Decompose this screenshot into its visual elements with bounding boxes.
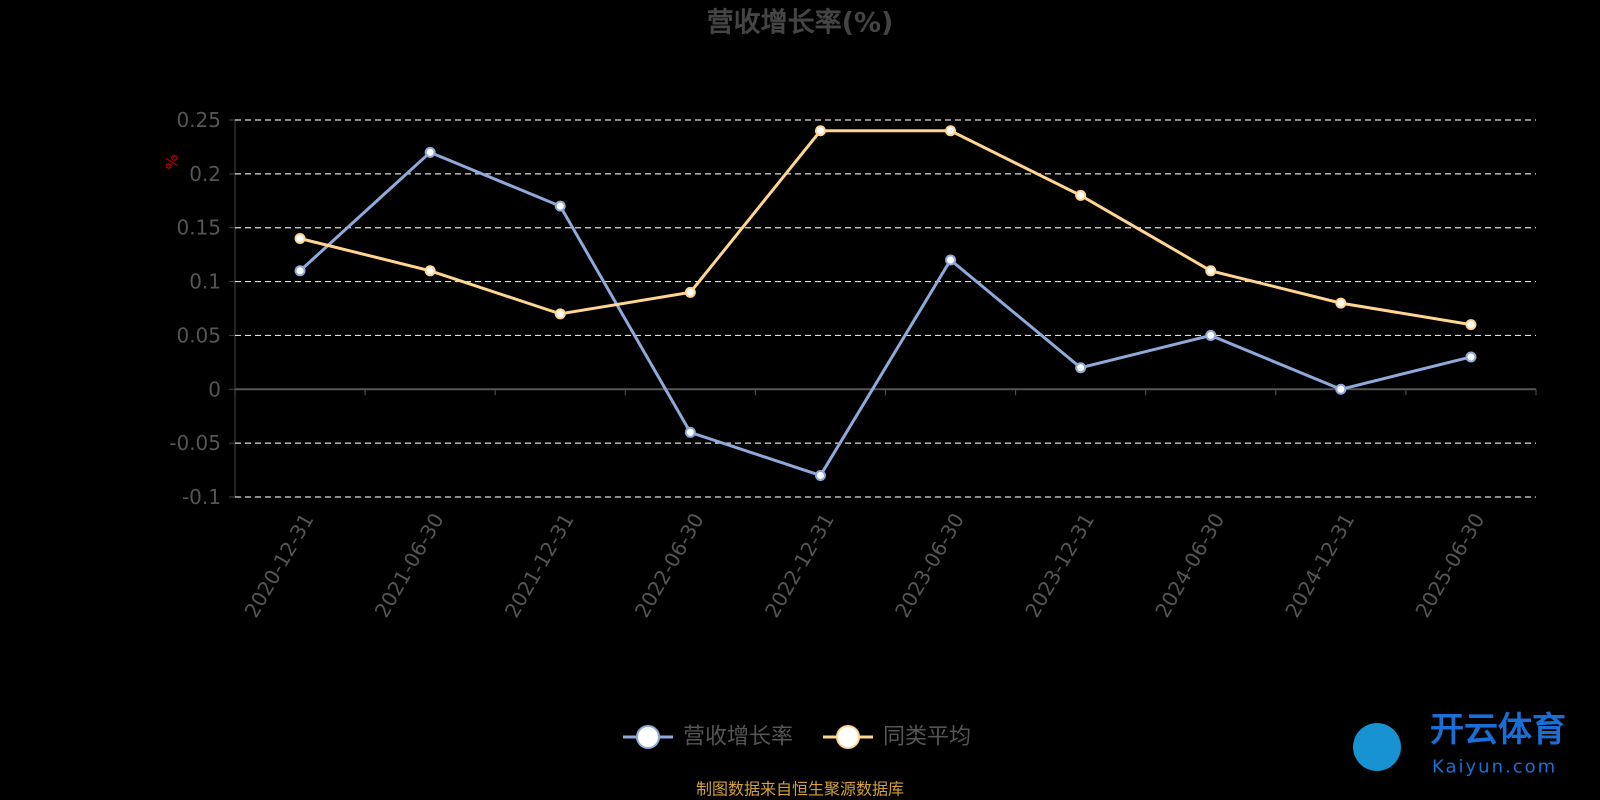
data-point [424, 146, 436, 158]
chart-title: 营收增长率(%) [707, 7, 894, 39]
data-point [1075, 189, 1087, 201]
data-point [1335, 383, 1347, 395]
data-point [554, 308, 566, 320]
legend-marker [836, 725, 860, 749]
y-tick-label: 0.25 [176, 108, 221, 132]
watermark-logo [1353, 723, 1401, 771]
data-point [294, 265, 306, 277]
data-point [945, 125, 957, 137]
legend-marker [636, 725, 660, 749]
legend-label: 同类平均 [883, 725, 971, 750]
y-tick-label: -0.05 [169, 431, 221, 455]
data-point [1205, 329, 1217, 341]
data-point [945, 254, 957, 266]
legend-item: 同类平均 [823, 725, 971, 750]
data-point [1465, 351, 1477, 363]
y-tick-label: 0.15 [176, 216, 221, 240]
series-line [299, 150, 1472, 478]
data-point [1075, 362, 1087, 374]
data-point [1465, 319, 1477, 331]
source-note: 制图数据来自恒生聚源数据库 [696, 780, 904, 799]
y-tick-label: -0.1 [182, 485, 221, 509]
data-point [814, 469, 826, 481]
y-axis-label: % [163, 154, 182, 169]
data-point [1335, 297, 1347, 309]
legend-item: 营收增长率 [623, 725, 793, 750]
y-tick-label: 0.05 [176, 323, 221, 347]
legend-label: 营收增长率 [683, 725, 793, 750]
y-tick-label: 0.1 [189, 270, 221, 294]
watermark: 开云体育 Kaiyun.com [1353, 710, 1566, 778]
data-point [814, 125, 826, 137]
watermark-name: 开云体育 [1430, 710, 1566, 750]
y-tick-label: 0.2 [189, 162, 221, 186]
data-point [294, 232, 306, 244]
watermark-url: Kaiyun.com [1432, 757, 1557, 778]
data-point [684, 286, 696, 298]
data-point [424, 265, 436, 277]
data-point [554, 200, 566, 212]
y-tick-label: 0 [208, 377, 221, 401]
data-point [1205, 265, 1217, 277]
series-line [299, 129, 1472, 327]
data-point [684, 426, 696, 438]
